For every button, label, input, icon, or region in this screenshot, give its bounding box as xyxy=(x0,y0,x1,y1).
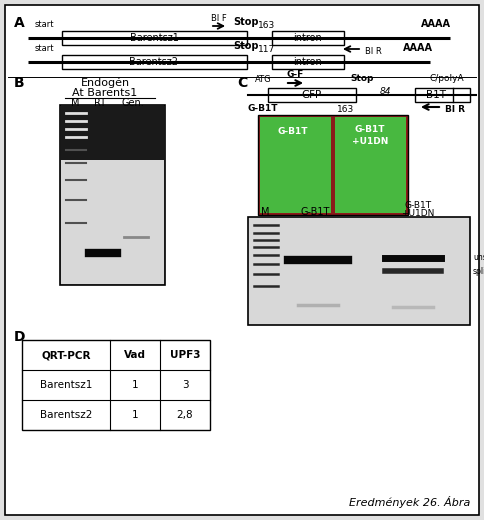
Text: Bl R: Bl R xyxy=(445,105,465,114)
Bar xyxy=(272,31,344,45)
Text: intron: intron xyxy=(294,33,322,43)
Text: M: M xyxy=(71,98,79,108)
Text: Barentsz1: Barentsz1 xyxy=(40,380,92,390)
Bar xyxy=(415,88,470,102)
Text: Endogén: Endogén xyxy=(80,78,130,88)
Text: 84: 84 xyxy=(380,87,392,97)
Text: +U1DN: +U1DN xyxy=(401,209,435,218)
Text: UPF3: UPF3 xyxy=(170,350,200,360)
Text: Stop: Stop xyxy=(233,17,259,27)
Bar xyxy=(62,55,247,69)
Text: RT: RT xyxy=(94,98,106,108)
Text: D: D xyxy=(14,330,26,344)
Bar xyxy=(272,55,344,69)
Bar xyxy=(248,217,470,325)
Text: Eredmények 26. Ábra: Eredmények 26. Ábra xyxy=(348,496,470,508)
Text: 163: 163 xyxy=(258,21,275,30)
Text: Barentsz2: Barentsz2 xyxy=(130,57,179,67)
Text: AAAA: AAAA xyxy=(403,43,433,53)
Text: Stop: Stop xyxy=(233,41,259,51)
Text: M: M xyxy=(261,207,269,217)
Bar xyxy=(61,106,164,160)
Bar xyxy=(61,160,164,284)
Text: start: start xyxy=(34,20,54,29)
Text: start: start xyxy=(34,44,54,53)
Text: 1: 1 xyxy=(132,410,138,420)
Bar xyxy=(60,105,165,285)
Text: At Barents1: At Barents1 xyxy=(73,88,137,98)
Polygon shape xyxy=(260,117,331,213)
Polygon shape xyxy=(335,117,406,213)
Text: G-B1T: G-B1T xyxy=(300,207,330,217)
Text: Stop: Stop xyxy=(350,74,374,83)
Text: ATG: ATG xyxy=(255,75,272,84)
Text: G-B1T: G-B1T xyxy=(278,127,308,136)
Text: G-B1T: G-B1T xyxy=(355,125,385,134)
Text: 3: 3 xyxy=(182,380,188,390)
Text: 2,8: 2,8 xyxy=(177,410,193,420)
Bar xyxy=(62,31,247,45)
Text: Vad: Vad xyxy=(124,350,146,360)
Text: QRT-PCR: QRT-PCR xyxy=(41,350,91,360)
Text: spliced: spliced xyxy=(473,266,484,276)
Text: C/polyA: C/polyA xyxy=(430,74,464,83)
Text: Barentsz1: Barentsz1 xyxy=(130,33,179,43)
Text: unspliced: unspliced xyxy=(473,253,484,263)
Text: Bl R: Bl R xyxy=(365,47,382,56)
Text: +U1DN: +U1DN xyxy=(352,137,388,146)
Bar xyxy=(268,88,356,102)
Text: 1: 1 xyxy=(132,380,138,390)
Text: intron: intron xyxy=(294,57,322,67)
Text: GFP: GFP xyxy=(302,90,322,100)
Text: A: A xyxy=(14,16,25,30)
Text: AAAA: AAAA xyxy=(421,19,451,29)
Bar xyxy=(258,115,408,215)
Text: G-F: G-F xyxy=(287,70,303,79)
Text: C: C xyxy=(237,76,247,90)
Text: G-B1T: G-B1T xyxy=(405,201,432,210)
Text: B1T: B1T xyxy=(426,90,446,100)
Text: 117: 117 xyxy=(258,45,275,54)
Text: G-B1T: G-B1T xyxy=(248,104,278,113)
Text: B: B xyxy=(14,76,25,90)
Text: Barentsz2: Barentsz2 xyxy=(40,410,92,420)
Bar xyxy=(22,340,210,430)
Text: Bl F: Bl F xyxy=(211,14,227,23)
Text: 163: 163 xyxy=(337,105,355,114)
Text: Gen.: Gen. xyxy=(121,98,144,108)
